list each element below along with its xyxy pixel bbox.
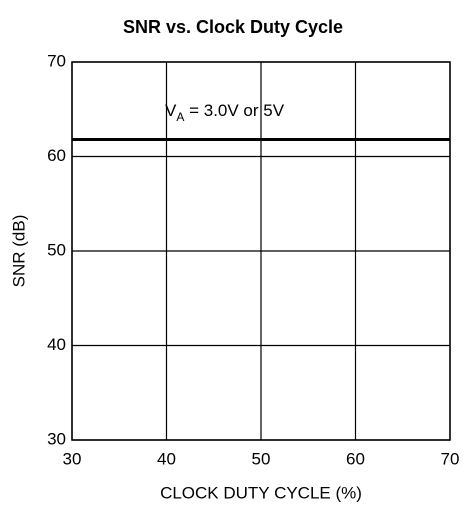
y-tick-label: 60 bbox=[47, 146, 66, 165]
x-tick-label: 60 bbox=[346, 449, 365, 468]
annotation: VA = 3.0V or 5V bbox=[165, 101, 285, 124]
x-tick-label: 50 bbox=[252, 449, 271, 468]
x-axis-label: CLOCK DUTY CYCLE (%) bbox=[160, 483, 362, 502]
x-tick-label: 30 bbox=[63, 449, 82, 468]
annotation-subscript: A bbox=[176, 110, 184, 124]
plot-frame bbox=[71, 61, 451, 441]
x-tick-label: 70 bbox=[441, 449, 460, 468]
y-tick-label: 50 bbox=[47, 240, 66, 259]
y-tick-label: 40 bbox=[47, 335, 66, 354]
annotation-text: V bbox=[165, 101, 177, 120]
chart-title: SNR vs. Clock Duty Cycle bbox=[123, 17, 343, 37]
annotation-text: = 3.0V or 5V bbox=[184, 101, 284, 120]
y-tick-label: 70 bbox=[47, 51, 66, 70]
y-axis-label: SNR (dB) bbox=[9, 215, 28, 288]
x-tick-label: 40 bbox=[157, 449, 176, 468]
y-tick-label: 30 bbox=[47, 429, 66, 448]
